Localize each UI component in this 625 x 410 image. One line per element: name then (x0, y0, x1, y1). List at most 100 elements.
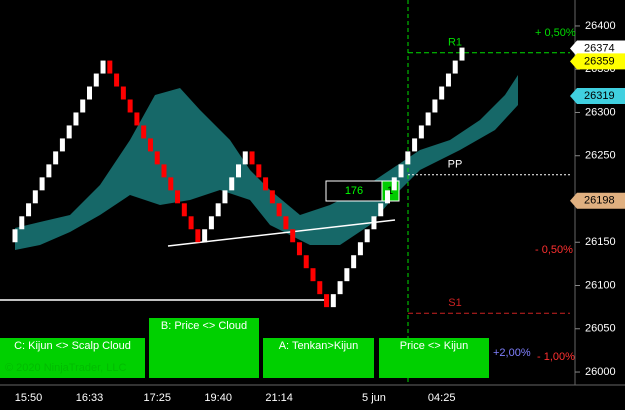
button-label: A: Tenkan>Kijun (279, 340, 359, 352)
x-tick-label: 15:50 (15, 392, 43, 404)
brick (107, 60, 113, 74)
y-tick-label: 26400 (585, 20, 616, 32)
brick (73, 112, 79, 126)
brick (215, 203, 221, 217)
brick (337, 281, 343, 295)
x-tick-label: 19:40 (204, 392, 232, 404)
brick (66, 125, 72, 139)
brick (87, 86, 92, 100)
brick (371, 216, 377, 230)
brick (222, 190, 228, 204)
brick (12, 229, 18, 243)
brick (32, 190, 38, 204)
brick (452, 60, 458, 74)
brick (412, 138, 418, 152)
price-marker-label: 26319 (584, 90, 615, 102)
brick (154, 151, 160, 165)
brick (296, 242, 302, 256)
button[interactable] (149, 318, 259, 378)
y-tick-label: 26300 (585, 106, 616, 118)
x-tick-label: 21:14 (265, 392, 293, 404)
brick (114, 73, 120, 87)
brick (229, 177, 235, 191)
brick (303, 255, 309, 269)
brick (391, 177, 397, 191)
x-tick-label: 17:25 (143, 392, 171, 404)
percent-label: + 0,50% (535, 27, 576, 39)
percent-label: - 0,50% (535, 244, 573, 256)
brick (439, 86, 445, 100)
cloud (15, 75, 518, 250)
brick (141, 125, 147, 139)
brick (418, 125, 424, 139)
y-tick-label: 26100 (585, 279, 616, 291)
price-marker (570, 192, 625, 209)
brick (26, 203, 32, 217)
button[interactable] (0, 338, 145, 378)
brick (330, 294, 336, 308)
brick (351, 255, 357, 269)
brick (364, 229, 370, 243)
brick (310, 268, 316, 282)
brick (459, 47, 465, 61)
brick (195, 229, 201, 243)
level-label: PP (448, 159, 463, 171)
level-label: S1 (448, 297, 461, 309)
brick (242, 151, 248, 165)
brick (208, 216, 214, 230)
brick (432, 99, 438, 113)
brick (202, 229, 208, 243)
brick (181, 203, 187, 217)
button-label: B: Price <> Cloud (161, 320, 247, 332)
brick (385, 190, 390, 204)
brick (445, 73, 451, 87)
x-tick-label: 04:25 (428, 392, 456, 404)
percent-label: - 1,00% (537, 351, 575, 363)
brick (175, 190, 181, 204)
brick (147, 138, 153, 152)
brick (39, 177, 45, 191)
brick (168, 177, 174, 191)
brick (269, 190, 275, 204)
level-label: R1 (448, 37, 462, 49)
percent-label: +2,00% (493, 347, 531, 359)
y-tick-label: 26250 (585, 150, 616, 162)
brick (398, 164, 404, 178)
brick (344, 268, 350, 282)
brick (53, 151, 59, 165)
brick (188, 216, 194, 230)
price-marker-label: 26198 (584, 195, 615, 207)
brick (357, 242, 363, 256)
x-tick-label: 16:33 (76, 392, 104, 404)
button[interactable] (379, 338, 489, 378)
x-tick-label: 5 jun (362, 392, 386, 404)
copyright: © 2020 NinjaTrader, LLC (5, 362, 126, 374)
brick (19, 216, 25, 230)
brick (134, 112, 140, 126)
brick (59, 138, 65, 152)
brick (425, 112, 431, 126)
brick (249, 151, 255, 165)
y-tick-label: 26000 (585, 366, 616, 378)
button[interactable] (263, 338, 374, 378)
price-marker (570, 40, 625, 57)
button-label: C: Kijun <> Scalp Cloud (14, 340, 131, 352)
brick (120, 86, 126, 100)
brick (276, 203, 282, 217)
button-label: Price <> Kijun (400, 340, 468, 352)
brick (256, 164, 262, 178)
brick (236, 164, 241, 178)
price-marker (570, 53, 625, 70)
brick (80, 99, 86, 113)
brick (161, 164, 167, 178)
price-marker-label: 26374 (584, 42, 615, 54)
brick (283, 216, 289, 230)
brick (324, 294, 330, 308)
brick (100, 60, 106, 74)
brick (263, 177, 269, 191)
price-marker-label: 26359 (584, 55, 615, 67)
price-marker (570, 88, 625, 105)
brick (46, 164, 52, 178)
brick (290, 229, 296, 243)
